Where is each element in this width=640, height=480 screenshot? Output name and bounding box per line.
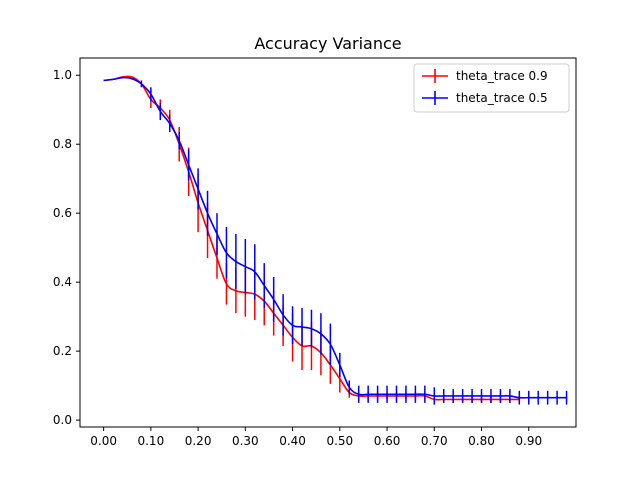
x-tick-label: 0.60 — [374, 434, 401, 448]
legend: theta_trace 0.9 theta_trace 0.5 — [413, 63, 570, 113]
chart-title: Accuracy Variance — [254, 34, 401, 53]
y-tick-label: 0.6 — [53, 206, 72, 220]
y-tick-label: 1.0 — [53, 68, 72, 82]
x-tick-label: 0.00 — [90, 434, 117, 448]
axes-layer: 0.00 0.10 0.20 0.30 0.40 0.50 0.60 0.70 0.80 0.90… — [53, 57, 577, 448]
x-tick-label: 0.40 — [279, 434, 306, 448]
x-tick-label: 0.70 — [421, 434, 448, 448]
y-tick-label: 0.4 — [53, 275, 72, 289]
y-tick-label: 0.2 — [53, 344, 72, 358]
plot-frame — [79, 57, 577, 428]
x-tick-label: 0.90 — [515, 434, 542, 448]
series-2 — [103, 76, 568, 405]
x-tick-label: 0.80 — [468, 434, 495, 448]
x-tick-label: 0.50 — [326, 434, 353, 448]
series-line — [103, 76, 567, 399]
x-tick-label: 0.30 — [232, 434, 259, 448]
series-layer — [103, 75, 568, 405]
y-tick-label: 0.0 — [53, 413, 72, 427]
x-tick-label: 0.10 — [137, 434, 164, 448]
legend-box — [413, 63, 570, 113]
y-tick-label: 0.8 — [53, 137, 72, 151]
x-tick-label: 0.20 — [185, 434, 212, 448]
legend-label: theta_trace 0.9 — [456, 69, 548, 83]
legend-label: theta_trace 0.5 — [456, 91, 548, 105]
